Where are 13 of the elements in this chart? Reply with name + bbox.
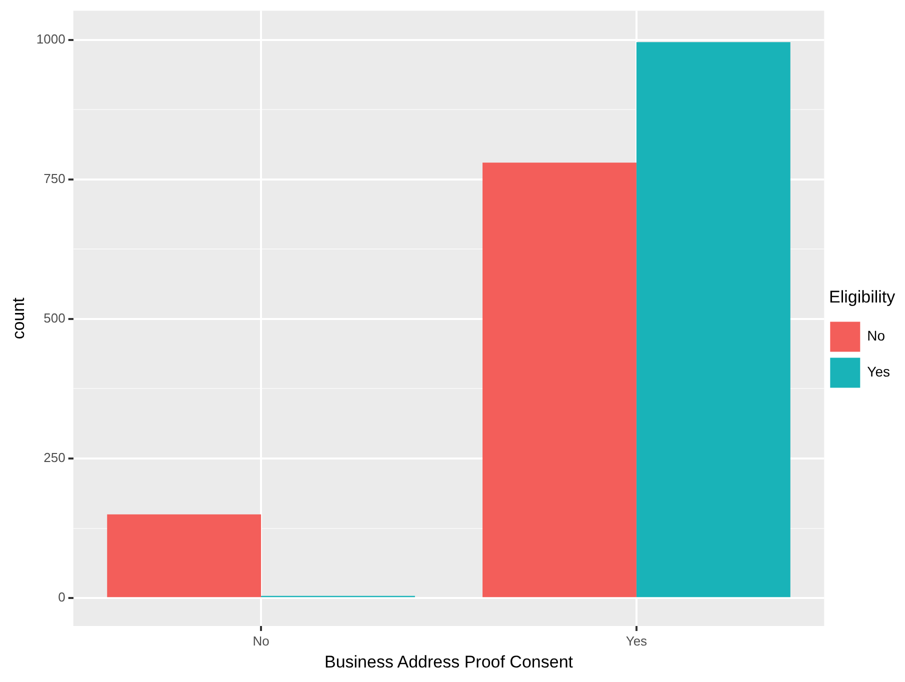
bar	[636, 42, 790, 598]
y-tick-label: 500	[44, 310, 66, 326]
legend-label: No	[867, 328, 886, 344]
y-tick-label: 1000	[36, 31, 66, 46]
bar	[482, 162, 636, 598]
x-axis-title: Business Address Proof Consent	[324, 652, 574, 672]
y-tick-label: 750	[44, 170, 66, 186]
legend-title: Eligibility	[829, 287, 896, 306]
y-tick-label: 250	[44, 450, 66, 466]
y-tick-label: 0	[58, 590, 66, 605]
y-axis-title: count	[8, 297, 28, 340]
bar	[107, 514, 262, 598]
legend-label: Yes	[867, 364, 890, 380]
